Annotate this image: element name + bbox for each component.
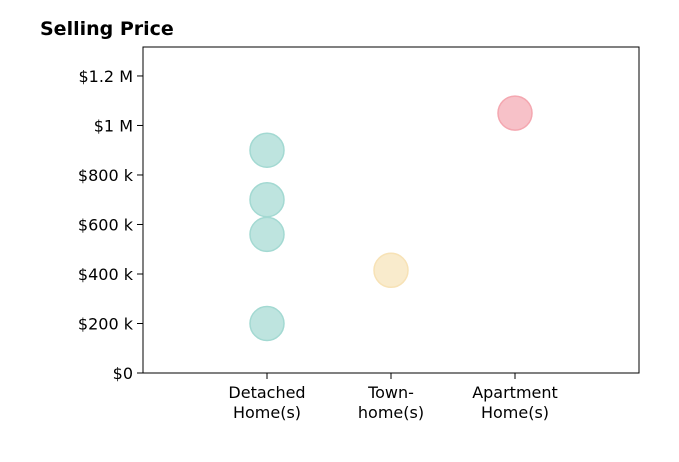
x-tick-label: Detached Home(s)	[228, 383, 305, 422]
chart-title: Selling Price	[40, 18, 174, 40]
plot-frame	[142, 46, 640, 374]
y-tick-label: $600 k	[78, 215, 134, 234]
point	[249, 132, 285, 168]
point	[497, 95, 533, 131]
point	[373, 252, 409, 289]
y-tick-label: $1 M	[94, 116, 133, 135]
y-tick-label: $400 k	[78, 265, 134, 284]
point	[249, 305, 285, 342]
y-tick-label: $800 k	[78, 166, 134, 185]
y-tick-label: $0	[113, 364, 133, 383]
point	[249, 216, 285, 253]
x-tick-label: Town-home(s)	[358, 383, 424, 422]
y-tick-label: $1.2 M	[78, 67, 133, 86]
point	[249, 181, 285, 218]
x-tick-label: Apartment Home(s)	[472, 383, 558, 422]
y-tick-label: $200 k	[78, 314, 134, 333]
